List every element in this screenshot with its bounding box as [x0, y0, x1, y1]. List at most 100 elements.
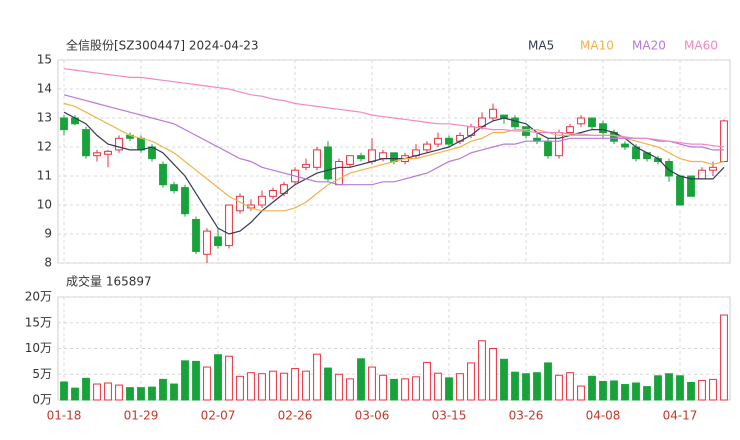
volume-bar: [302, 370, 310, 401]
volume-bar: [445, 377, 453, 401]
candle-body: [137, 137, 145, 151]
y-tick-label: 15万: [25, 315, 52, 329]
candle-body: [621, 143, 629, 148]
volume-bar: [588, 375, 596, 401]
legend-label: MA20: [632, 39, 666, 53]
volume-bar: [599, 380, 607, 401]
candle-body: [258, 195, 266, 206]
candle-body: [269, 190, 277, 197]
candle-body: [93, 152, 101, 157]
ma-line: [63, 94, 724, 186]
candle-body: [709, 166, 717, 171]
candle-body: [60, 117, 68, 131]
volume-bar: [555, 374, 563, 401]
volume-bar: [709, 378, 717, 401]
candle-body: [665, 161, 673, 177]
volume-bar: [390, 378, 398, 401]
volume-bar: [258, 373, 266, 401]
candle-body: [687, 175, 695, 197]
x-tick-label: 02-07: [201, 409, 236, 423]
candle-body: [566, 126, 574, 133]
volume-bar: [170, 383, 178, 401]
volume-bar: [412, 376, 420, 401]
volume-bar: [93, 383, 101, 401]
volume-bar: [621, 384, 629, 401]
volume-bar: [687, 381, 695, 401]
volume-bar: [247, 372, 255, 401]
volume-bar: [665, 373, 673, 401]
volume-bar: [280, 372, 288, 401]
candle-body: [225, 204, 233, 247]
candle-body: [676, 175, 684, 206]
y-tick-label: 20万: [25, 290, 52, 304]
volume-bar: [357, 358, 365, 401]
candle-body: [357, 155, 365, 160]
ma-line: [63, 68, 725, 148]
volume-bar: [522, 373, 530, 401]
volume-bar: [643, 386, 651, 401]
candle-body: [302, 163, 310, 168]
x-tick-label: 03-06: [355, 409, 390, 423]
y-tick-label: 10万: [25, 341, 52, 355]
candle-body: [181, 187, 189, 215]
x-tick-label: 04-17: [663, 409, 698, 423]
volume-bar: [720, 314, 728, 401]
volume-bar: [533, 372, 541, 401]
volume-bar: [214, 354, 222, 401]
candle-body: [511, 117, 519, 128]
volume-bar: [379, 374, 387, 401]
volume-bar: [291, 368, 299, 401]
volume-bar: [610, 380, 618, 401]
volume-bar: [698, 379, 706, 401]
candle-body: [82, 129, 90, 157]
volume-bar: [654, 375, 662, 401]
y-tick-label: 9: [44, 227, 52, 241]
candle-body: [588, 117, 596, 128]
volume-bar: [335, 373, 343, 401]
candle-body: [445, 137, 453, 145]
volume-bar: [126, 387, 134, 401]
volume-bar: [368, 366, 376, 401]
volume-bar: [566, 372, 574, 401]
y-tick-label: 14: [37, 82, 52, 96]
x-tick-label: 02-26: [278, 409, 313, 423]
candle-body: [599, 123, 607, 134]
ma-line: [63, 111, 725, 235]
volume-bar: [478, 340, 486, 401]
chart-title: 全信股份[SZ300447] 2024-04-23: [66, 38, 259, 53]
volume-bar: [346, 378, 354, 401]
candle-body: [390, 152, 398, 163]
x-tick-label: 03-15: [432, 409, 467, 423]
volume-bar: [632, 382, 640, 401]
volume-bar: [71, 387, 79, 401]
volume-bar: [159, 378, 167, 401]
legend-label: MA60: [684, 39, 718, 53]
y-tick-label: 0万: [32, 393, 52, 407]
volume-bar: [313, 353, 321, 401]
legend-label: MA10: [580, 39, 614, 53]
y-tick-label: 12: [37, 140, 52, 154]
volume-bar: [676, 375, 684, 401]
y-tick-label: 5万: [32, 367, 52, 381]
candle-body: [720, 120, 728, 162]
y-tick-label: 13: [37, 111, 52, 125]
candle-body: [368, 149, 376, 162]
x-tick-label: 04-08: [586, 409, 621, 423]
volume-bar: [489, 348, 497, 401]
candle-body: [159, 163, 167, 186]
volume-bar: [137, 387, 145, 401]
volume-bar: [511, 371, 519, 401]
volume-bar: [269, 370, 277, 401]
candle-body: [335, 161, 343, 186]
volume-bar: [192, 360, 200, 401]
volume-bar: [236, 375, 244, 401]
volume-bar: [544, 362, 552, 401]
candle-body: [214, 236, 222, 247]
candle-body: [324, 146, 332, 180]
volume-bar: [577, 385, 585, 401]
volume-bar: [148, 386, 156, 401]
volume-bar: [82, 377, 90, 401]
volume-bar: [500, 358, 508, 401]
volume-bar: [401, 378, 409, 401]
